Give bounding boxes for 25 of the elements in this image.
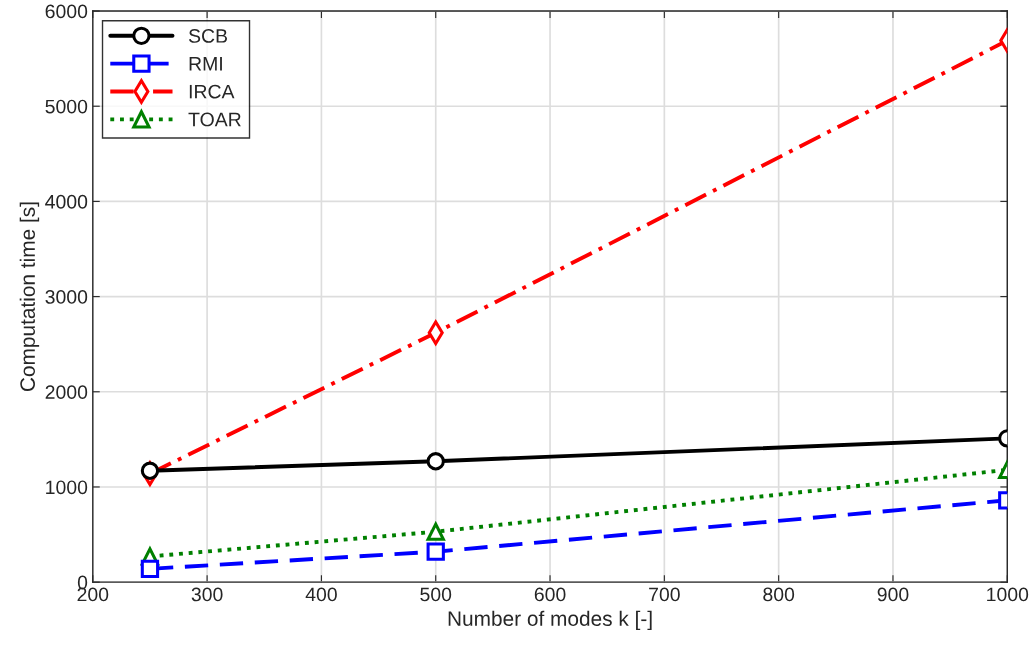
x-tick-label: 800 xyxy=(763,587,795,602)
x-tick-label: 400 xyxy=(305,587,337,602)
x-tick-label: 300 xyxy=(191,587,223,602)
point xyxy=(140,461,160,480)
legend-label: RMI xyxy=(189,57,222,71)
legend-label: IRCA xyxy=(189,84,235,99)
x-tick-label: 700 xyxy=(649,587,680,602)
legend-label: SCB xyxy=(188,29,228,43)
point xyxy=(426,452,445,471)
x-tick-label: 1000 xyxy=(987,587,1029,602)
point xyxy=(426,542,445,561)
y-tick-label: 6000 xyxy=(45,4,88,19)
legend-label: TOAR xyxy=(188,112,241,127)
y-tick-label: 2000 xyxy=(45,385,88,400)
y-tick-label: 3000 xyxy=(45,290,88,304)
y-axis-title: Computation time [s] xyxy=(19,202,40,392)
x-axis-title: Number of modes k [-] xyxy=(448,610,652,631)
y-tick-label: 4000 xyxy=(45,194,88,209)
x-tick-label: 500 xyxy=(420,587,452,602)
x-tick-label: 600 xyxy=(534,587,566,602)
point xyxy=(140,559,160,578)
point xyxy=(425,520,446,541)
y-tick-label: 1000 xyxy=(46,480,88,495)
y-tick-label: 5000 xyxy=(45,99,88,114)
x-tick-label: 900 xyxy=(877,587,909,602)
